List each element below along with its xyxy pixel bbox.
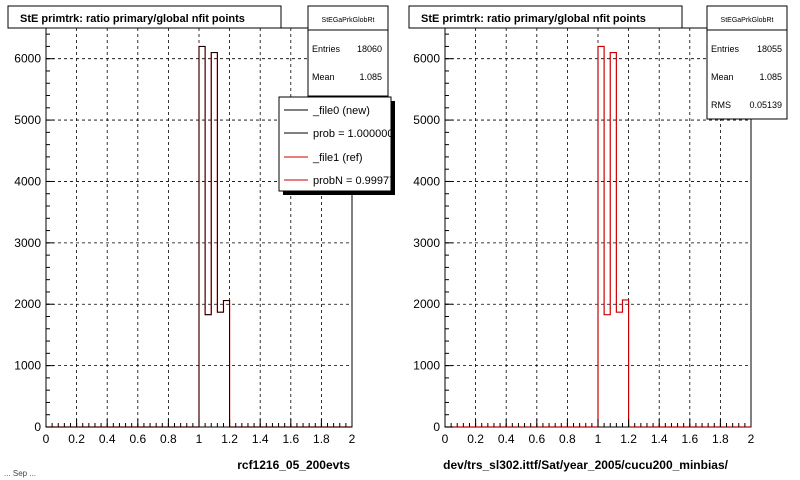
right-x-tick-label: 0.2	[467, 432, 484, 446]
right-x-tick-label: 0.6	[528, 432, 545, 446]
right-stat-entries-label: Entries	[711, 44, 740, 54]
left-x-axis: 0 0.2 0.4 0.6 0.8 1 1.2 1.4 1.6 1.8 2	[43, 419, 356, 446]
left-stat-mean-value: 1.085	[359, 72, 382, 82]
left-y-tick-label: 1000	[14, 359, 41, 373]
right-x-tick-label: 1.8	[712, 432, 729, 446]
right-x-tick-label: 0.8	[559, 432, 576, 446]
legend-entry-prob: prob = 1.000000	[313, 128, 393, 140]
right-histogram-panel: 0 0.2 0.4 0.6 0.8 1 1.2 1.4 1.6 1.8 2 0 1000 2000 300…	[408, 5, 788, 472]
right-x-axis-label: dev/trs_sl302.ittf/Sat/year_2005/cucu200…	[443, 458, 728, 472]
right-x-tick-label: 1.2	[620, 432, 637, 446]
left-y-axis: 0 1000 2000 3000 4000 5000 6000	[14, 33, 54, 434]
right-y-tick-label: 1000	[413, 359, 440, 373]
right-chart-title: StE primtrk: ratio primary/global nfit p…	[421, 13, 646, 25]
left-x-tick-label: 0.6	[129, 432, 146, 446]
right-title-box	[408, 5, 683, 29]
left-y-tick-label: 2000	[14, 297, 41, 311]
right-stat-rms-value: 0.05139	[749, 100, 782, 110]
left-stat-entries-label: Entries	[312, 44, 341, 54]
left-x-tick-label: 1	[196, 432, 203, 446]
right-stat-mean-value: 1.085	[759, 72, 782, 82]
left-stat-entries-value: 18060	[357, 44, 382, 54]
left-legend: _file0 (new) prob = 1.000000 _file1 (ref…	[278, 96, 395, 195]
right-stat-mean-label: Mean	[711, 72, 734, 82]
left-stats-box: StEGaPrkGlobRt Entries 18060 Mean 1.085	[307, 5, 389, 97]
right-stat-entries-value: 18055	[757, 44, 782, 54]
left-histogram-panel: 0 0.2 0.4 0.6 0.8 1 1.2 1.4 1.6 1.8 2 0 1000 2000 300…	[7, 5, 395, 472]
right-x-tick-label: 2	[748, 432, 755, 446]
left-y-tick-label: 6000	[14, 52, 41, 66]
left-x-tick-label: 1.6	[282, 432, 299, 446]
right-y-tick-label: 4000	[413, 174, 440, 188]
left-x-tick-label: 2	[349, 432, 356, 446]
left-chart-title: StE primtrk: ratio primary/global nfit p…	[20, 13, 245, 25]
right-x-tick-label: 0	[442, 432, 449, 446]
left-x-tick-label: 0.2	[68, 432, 85, 446]
right-y-tick-label: 6000	[413, 52, 440, 66]
left-y-tick-label: 5000	[14, 113, 41, 127]
left-x-tick-label: 0	[43, 432, 50, 446]
right-histogram-bars	[445, 45, 751, 428]
left-y-tick-label: 3000	[14, 236, 41, 250]
left-x-tick-label: 1.2	[221, 432, 238, 446]
right-x-tick-label: 1.6	[681, 432, 698, 446]
right-x-tick-label: 0.4	[498, 432, 515, 446]
right-stat-rms-label: RMS	[711, 100, 731, 110]
left-stat-mean-label: Mean	[312, 72, 335, 82]
left-y-tick-label: 4000	[14, 174, 41, 188]
right-x-tick-label: 1.4	[651, 432, 668, 446]
right-x-axis: 0 0.2 0.4 0.6 0.8 1 1.2 1.4 1.6 1.8 2	[442, 419, 755, 446]
legend-entry-probn: probN = 0.99977	[313, 175, 395, 187]
left-x-tick-label: 1.8	[313, 432, 330, 446]
left-x-tick-label: 0.8	[160, 432, 177, 446]
left-x-axis-label: rcf1216_05_200evts	[237, 458, 350, 472]
left-x-tick-label: 1.4	[252, 432, 269, 446]
left-series-1-outline	[46, 46, 352, 428]
right-stats-header: StEGaPrkGlobRt	[721, 17, 774, 24]
right-series-0-outline	[445, 45, 751, 428]
right-x-tick-label: 1	[595, 432, 602, 446]
right-y-axis: 0 1000 2000 3000 4000 5000 6000	[413, 33, 453, 434]
legend-entry-new: _file0 (new)	[312, 105, 370, 117]
right-y-tick-label: 0	[433, 420, 440, 434]
right-stats-box: StEGaPrkGlobRt Entries 18055 Mean 1.085 …	[706, 5, 788, 120]
left-histogram-bars	[46, 45, 352, 428]
left-x-tick-label: 0.4	[99, 432, 116, 446]
right-y-tick-label: 3000	[413, 236, 440, 250]
footer-timestamp: ... Sep ...	[4, 469, 36, 478]
right-y-tick-label: 2000	[413, 297, 440, 311]
left-stats-header: StEGaPrkGlobRt	[322, 17, 375, 24]
left-y-tick-label: 0	[34, 420, 41, 434]
left-title-box	[7, 5, 282, 29]
right-y-tick-label: 5000	[413, 113, 440, 127]
legend-entry-ref: _file1 (ref)	[312, 152, 363, 164]
